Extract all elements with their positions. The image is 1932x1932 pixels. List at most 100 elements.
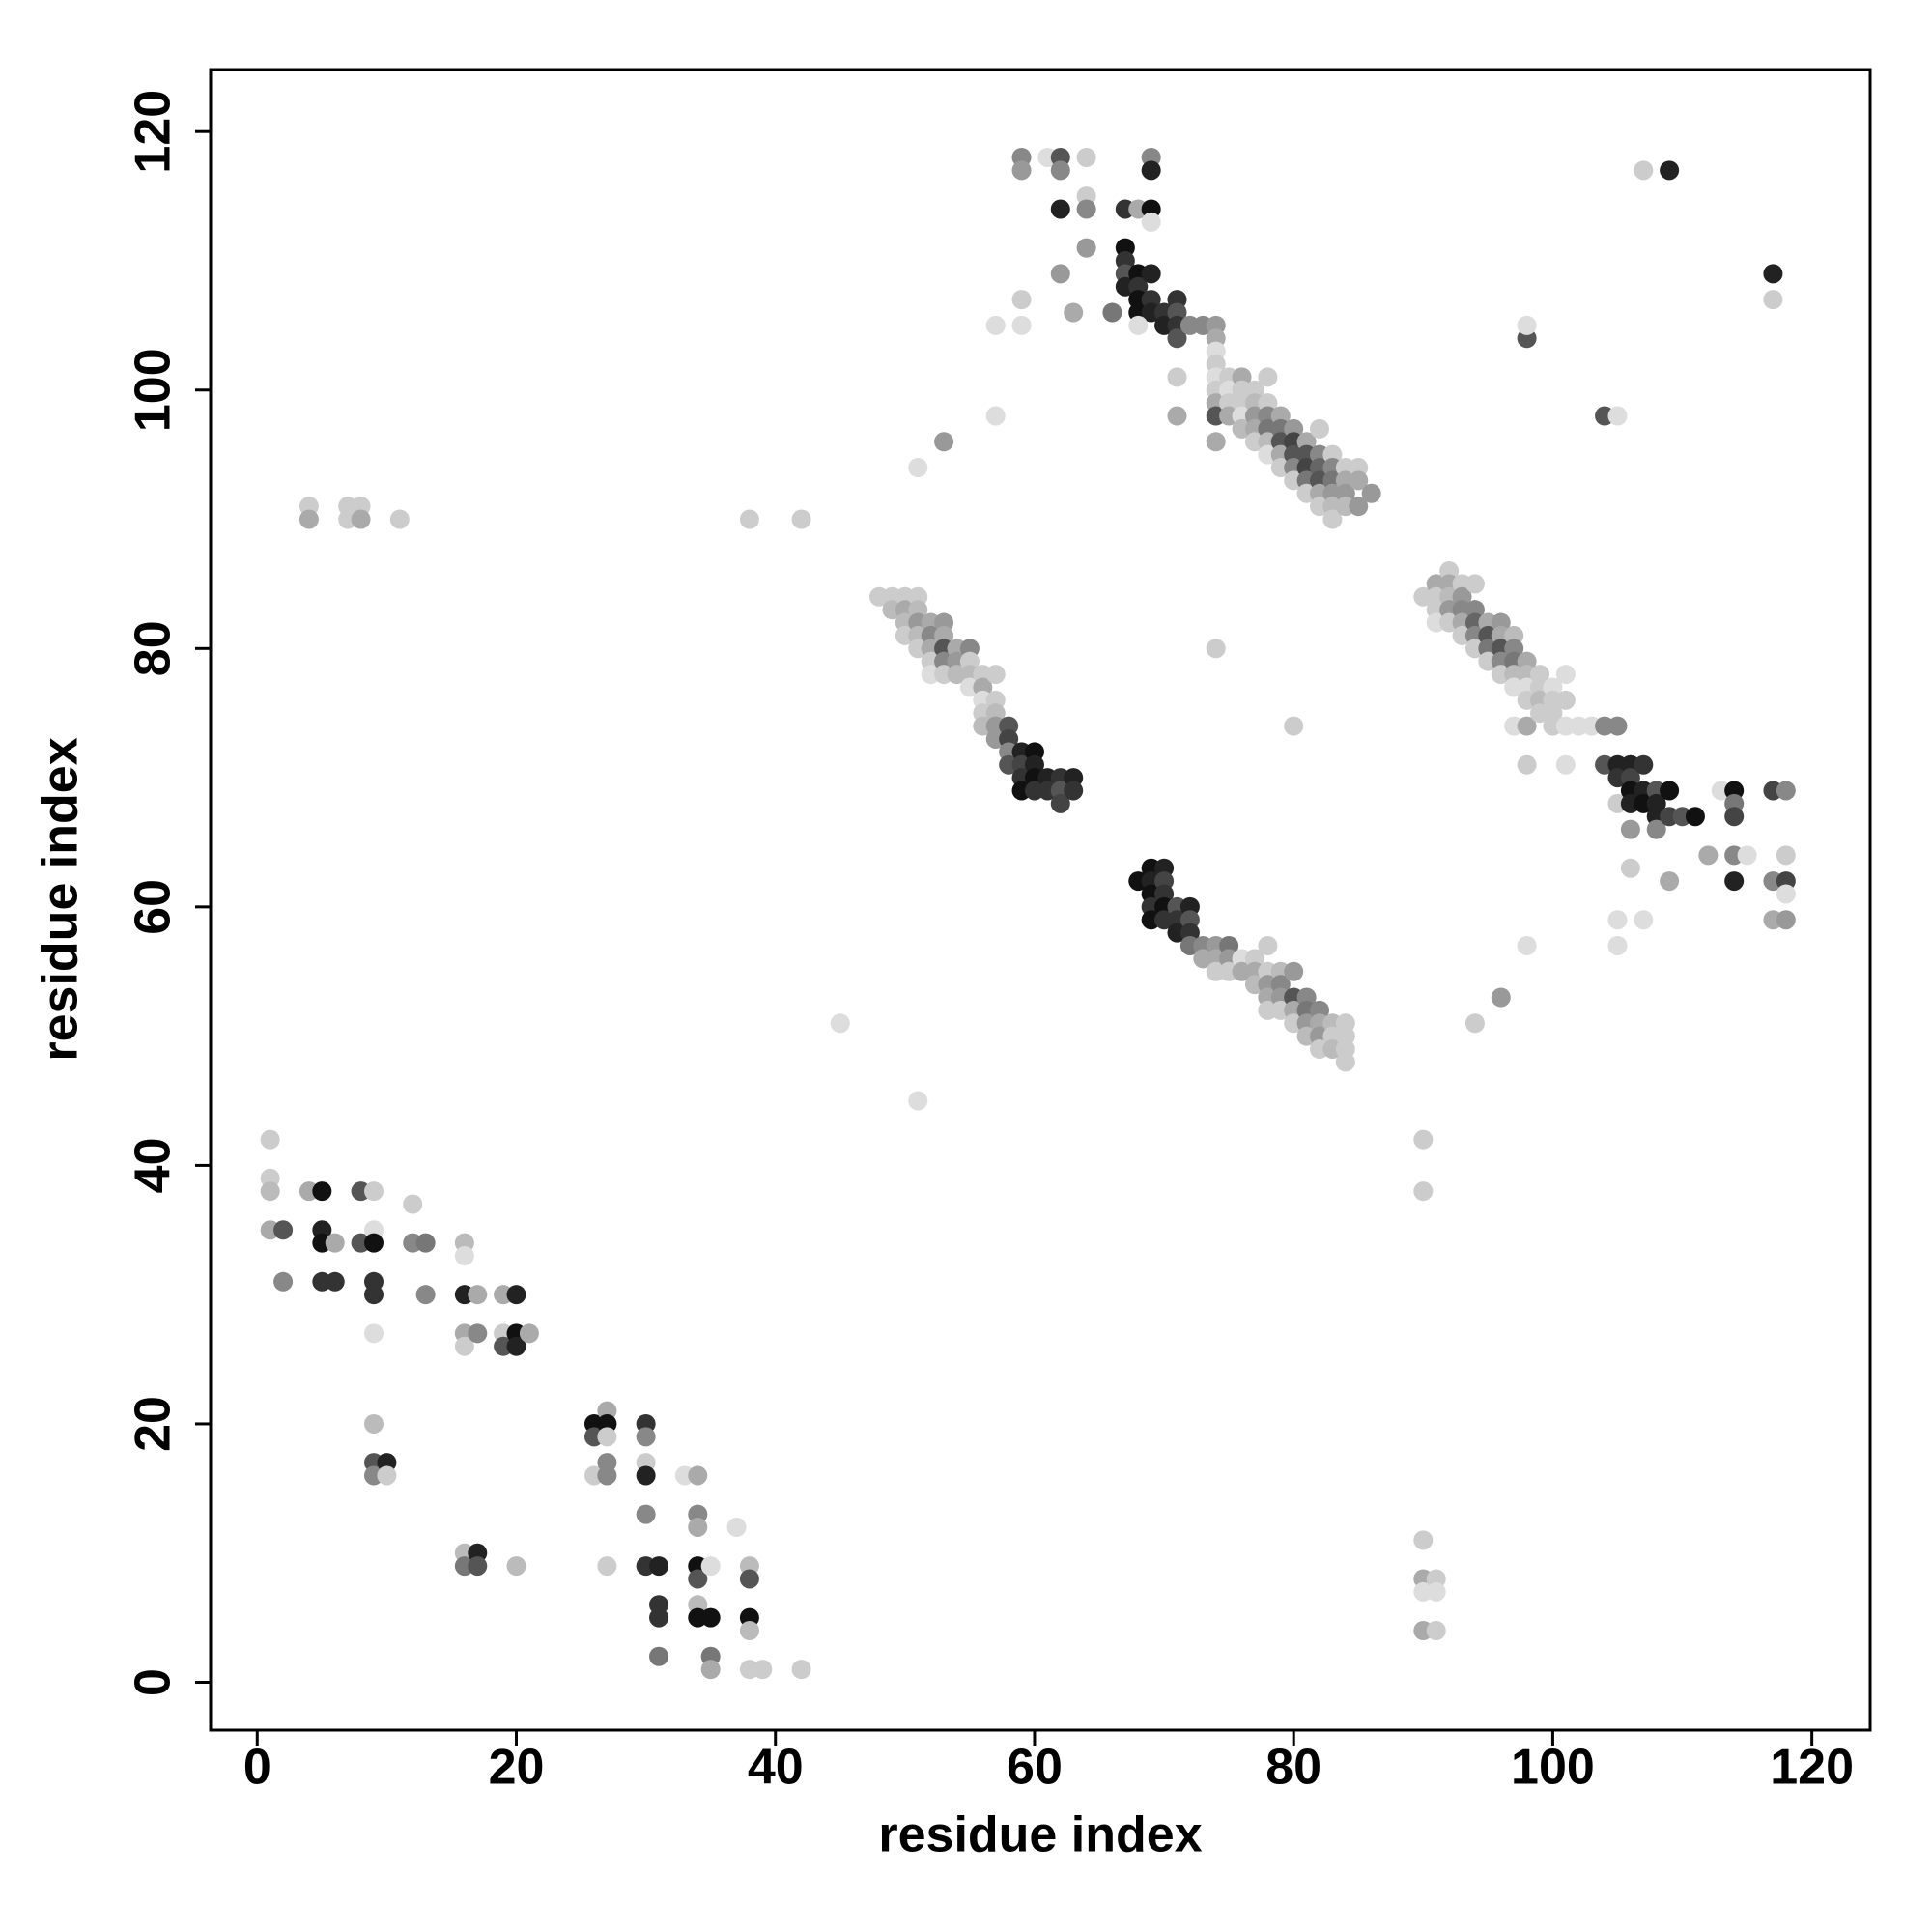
contact-point [753,1660,773,1680]
contact-point [1413,1129,1434,1150]
contact-point [1167,406,1187,426]
contact-point [791,509,811,529]
contact-point [1141,264,1161,284]
contact-point [1206,639,1226,659]
contact-point [1776,884,1796,904]
contact-point [649,1607,669,1628]
contact-point [468,1556,488,1577]
contact-point [1167,328,1187,349]
contact-point [1064,781,1084,801]
x-tick-label: 120 [1770,1740,1854,1796]
contact-point [1607,716,1628,736]
contact-point [739,509,759,529]
contact-point [1050,199,1070,219]
y-tick-label: 80 [126,620,182,676]
contact-point [908,458,928,478]
contact-point [649,1556,669,1577]
contact-point [1660,781,1680,801]
contact-point [1517,935,1537,955]
contact-point [1698,845,1719,866]
plot-frame [209,68,1872,1732]
contact-point [1776,845,1796,866]
contact-point [700,1607,721,1628]
contact-point [1607,406,1628,426]
contact-point [1050,793,1070,813]
contact-point [1464,1013,1485,1034]
contact-point [1413,1181,1434,1202]
contact-point [1620,858,1640,878]
contact-point [597,1556,617,1577]
contact-point [351,509,371,529]
contact-point [1491,987,1511,1008]
contact-point [636,1504,656,1524]
contact-point [636,1427,656,1447]
contact-point [985,406,1006,426]
contact-point [363,1181,384,1202]
contact-point [1555,754,1576,775]
contact-point [1076,147,1096,167]
contact-point [1349,470,1369,491]
contact-point [1361,483,1381,503]
y-tick-label: 60 [126,879,182,935]
contact-point [1517,716,1537,736]
contact-point [1011,290,1032,310]
contact-point [688,1517,708,1537]
contact-point [908,1091,928,1111]
contact-point [273,1271,294,1292]
contact-point [260,1129,280,1150]
contact-point [597,1465,617,1486]
contact-point [454,1246,474,1266]
contact-point [985,665,1006,685]
contact-point [1102,302,1122,323]
contact-point [1426,1620,1446,1640]
y-tick-label: 100 [126,348,182,432]
contact-point [1634,910,1654,930]
contact-point [791,1660,811,1680]
contact-point [506,1285,526,1305]
contact-point [1413,1530,1434,1550]
contact-point [506,1336,526,1356]
contact-point [1660,160,1680,181]
contact-point [1141,160,1161,181]
contact-point [377,1465,397,1486]
contact-point [1634,754,1654,775]
contact-point [1763,290,1783,310]
contact-point [649,1646,669,1666]
contact-point [363,1285,384,1305]
contact-point [1258,367,1278,387]
contact-point [1646,819,1666,839]
contact-point [1555,690,1576,710]
contact-point [1050,160,1070,181]
contact-point [739,1620,759,1640]
contact-point [1660,871,1680,892]
contact-point [363,1323,384,1344]
contact-point [1064,302,1084,323]
y-tick-label: 0 [126,1668,182,1696]
x-tick-label: 60 [1007,1740,1063,1796]
contact-point [934,432,954,452]
x-tick-label: 80 [1265,1740,1321,1796]
contact-point [739,1569,759,1589]
contact-point [688,1569,708,1589]
contact-point [1310,418,1330,439]
contact-point [325,1271,345,1292]
contact-point [519,1323,539,1344]
contact-point [389,509,410,529]
contact-point [1776,781,1796,801]
x-axis-title: residue index [878,1807,1202,1863]
contact-point [688,1465,708,1486]
y-tick-label: 40 [126,1137,182,1193]
x-tick-label: 40 [748,1740,804,1796]
contact-point [415,1233,436,1253]
y-axis-title: residue index [33,737,89,1061]
contact-point [1517,754,1537,775]
contact-point [700,1660,721,1680]
contact-point [1776,910,1796,930]
contact-point [363,1413,384,1434]
contact-point [403,1194,423,1214]
contact-point [415,1285,436,1305]
contact-point [1607,935,1628,955]
x-tick-label: 20 [489,1740,545,1796]
contact-point [298,509,319,529]
